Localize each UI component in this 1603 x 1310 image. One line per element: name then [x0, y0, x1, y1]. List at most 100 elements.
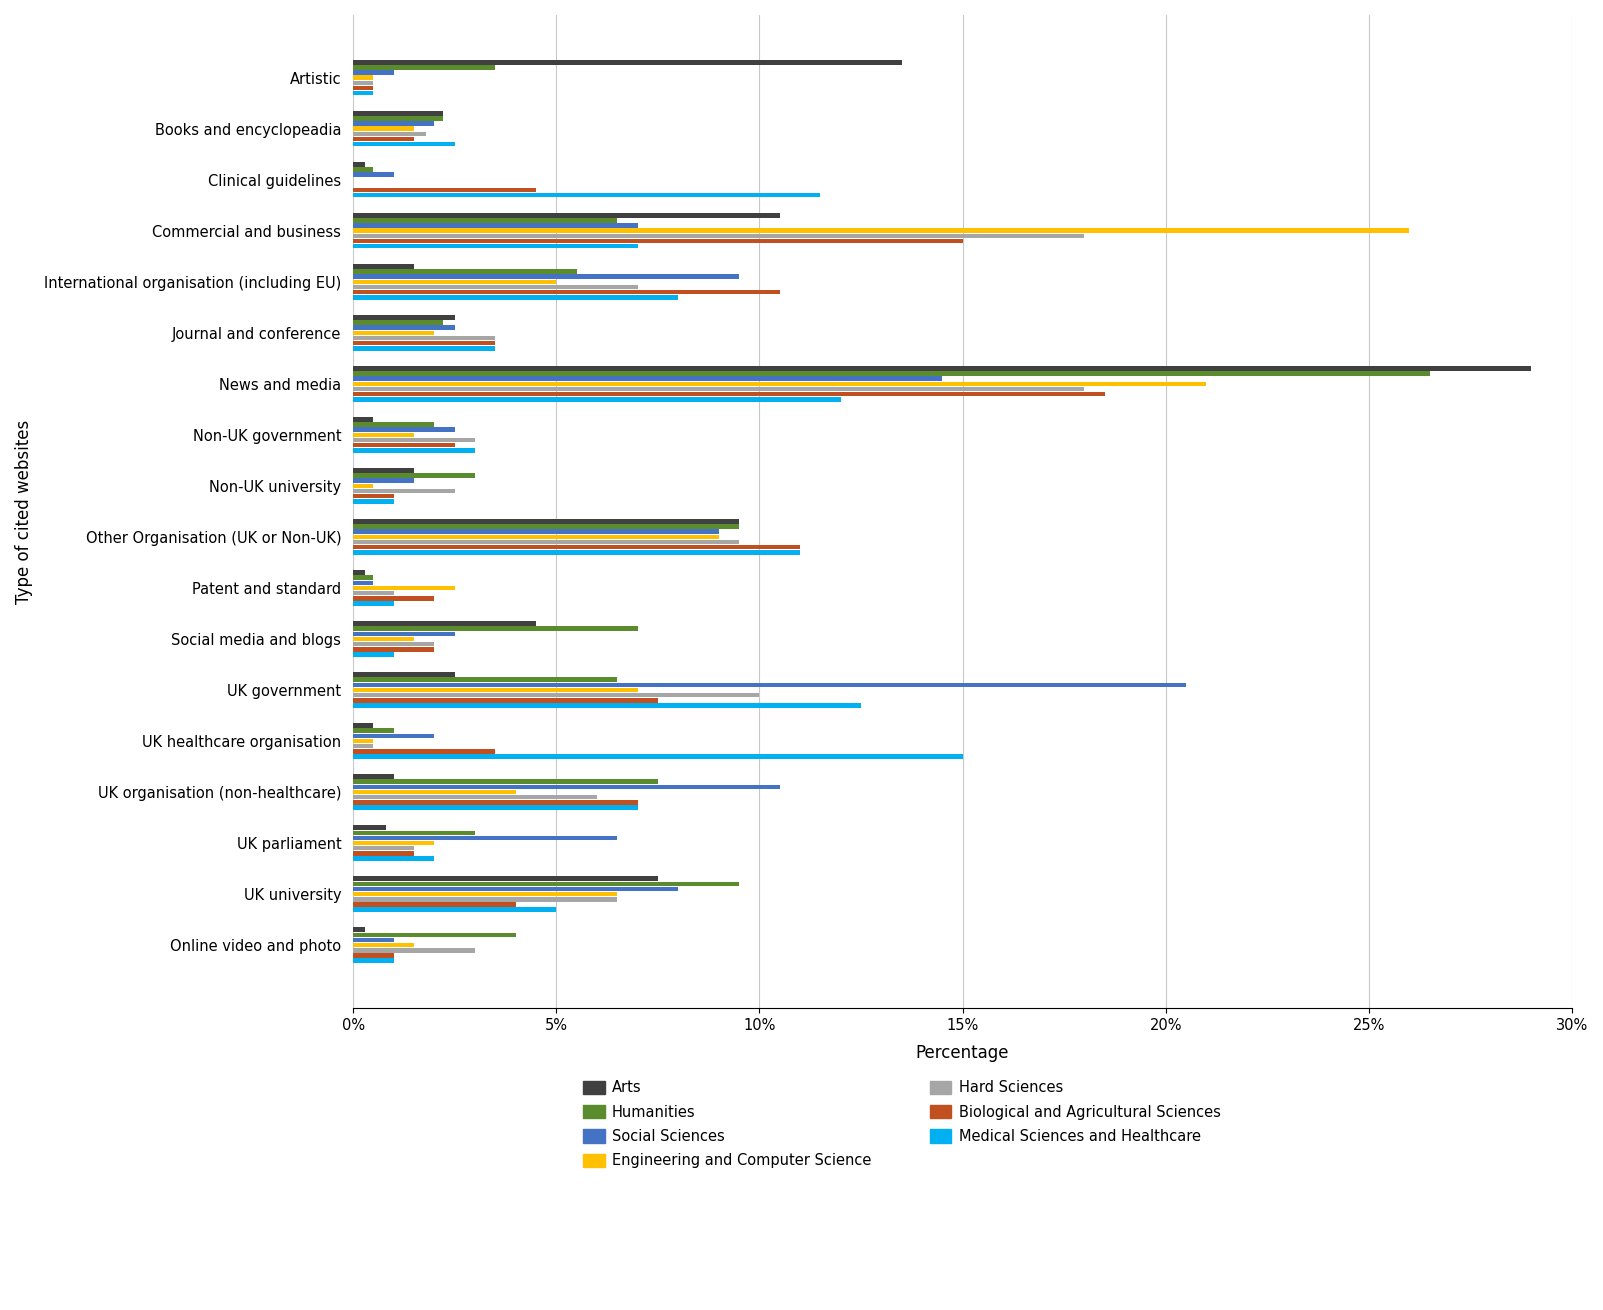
Bar — [353, 60, 901, 64]
Bar — [353, 141, 455, 147]
Bar — [353, 483, 373, 489]
Bar — [353, 938, 394, 942]
Bar — [353, 688, 638, 693]
Bar — [353, 494, 394, 499]
Bar — [353, 279, 556, 284]
Bar — [353, 499, 394, 503]
Bar — [353, 529, 718, 534]
Bar — [353, 381, 1207, 386]
Bar — [353, 233, 1084, 238]
Bar — [353, 800, 638, 804]
Bar — [353, 443, 455, 448]
Bar — [353, 418, 373, 422]
Bar — [353, 892, 617, 896]
Bar — [353, 575, 373, 580]
Bar — [353, 76, 373, 80]
Bar — [353, 468, 414, 473]
Bar — [353, 228, 1409, 233]
Bar — [353, 642, 434, 646]
Bar — [353, 683, 1186, 688]
Bar — [353, 540, 739, 545]
Bar — [353, 346, 495, 351]
Bar — [353, 728, 394, 734]
Bar — [353, 238, 962, 244]
Bar — [353, 519, 739, 524]
Bar — [353, 122, 434, 126]
Bar — [353, 422, 434, 427]
Bar — [353, 478, 414, 483]
Bar — [353, 882, 739, 886]
Bar — [353, 637, 414, 642]
Bar — [353, 244, 638, 249]
Bar — [353, 677, 617, 683]
Bar — [353, 90, 373, 96]
Bar — [353, 927, 365, 933]
Bar — [353, 831, 474, 836]
Bar — [353, 901, 516, 907]
Bar — [353, 744, 373, 748]
Bar — [353, 489, 455, 494]
Bar — [353, 295, 678, 300]
Bar — [353, 631, 455, 637]
Bar — [353, 586, 455, 591]
Bar — [353, 371, 1430, 376]
Bar — [353, 621, 535, 626]
Bar — [353, 136, 414, 141]
Bar — [353, 162, 365, 166]
Bar — [353, 825, 386, 831]
Bar — [353, 284, 638, 290]
Bar — [353, 626, 638, 631]
Bar — [353, 887, 678, 891]
Bar — [353, 855, 434, 861]
Bar — [353, 193, 821, 198]
Bar — [353, 723, 373, 728]
Bar — [353, 734, 434, 739]
Bar — [353, 749, 495, 753]
Bar — [353, 168, 373, 172]
Bar — [353, 438, 474, 443]
Bar — [353, 790, 516, 794]
Bar — [353, 591, 394, 596]
Bar — [353, 534, 718, 540]
Bar — [353, 219, 617, 223]
Bar — [353, 897, 617, 901]
Bar — [353, 841, 434, 845]
Bar — [353, 448, 474, 452]
Bar — [353, 779, 657, 785]
Bar — [353, 341, 495, 346]
Bar — [353, 846, 414, 850]
Bar — [353, 948, 474, 952]
Bar — [353, 432, 414, 438]
X-axis label: Percentage: Percentage — [915, 1044, 1010, 1061]
Bar — [353, 427, 455, 432]
Bar — [353, 785, 779, 790]
Bar — [353, 325, 455, 330]
Bar — [353, 804, 638, 810]
Bar — [353, 524, 739, 529]
Bar — [353, 71, 394, 75]
Bar — [353, 127, 414, 131]
Bar — [353, 907, 556, 912]
Bar — [353, 386, 1084, 392]
Bar — [353, 367, 1531, 371]
Bar — [353, 943, 414, 947]
Bar — [353, 392, 1104, 397]
Bar — [353, 335, 495, 341]
Bar — [353, 647, 434, 651]
Bar — [353, 117, 442, 121]
Bar — [353, 836, 617, 840]
Bar — [353, 187, 535, 193]
Bar — [353, 265, 414, 269]
Bar — [353, 173, 394, 177]
Bar — [353, 214, 779, 217]
Bar — [353, 596, 434, 600]
Bar — [353, 85, 373, 90]
Bar — [353, 224, 638, 228]
Bar — [353, 321, 442, 325]
Bar — [353, 274, 739, 279]
Bar — [353, 698, 657, 702]
Bar — [353, 290, 779, 295]
Bar — [353, 652, 394, 656]
Bar — [353, 693, 760, 697]
Bar — [353, 672, 455, 677]
